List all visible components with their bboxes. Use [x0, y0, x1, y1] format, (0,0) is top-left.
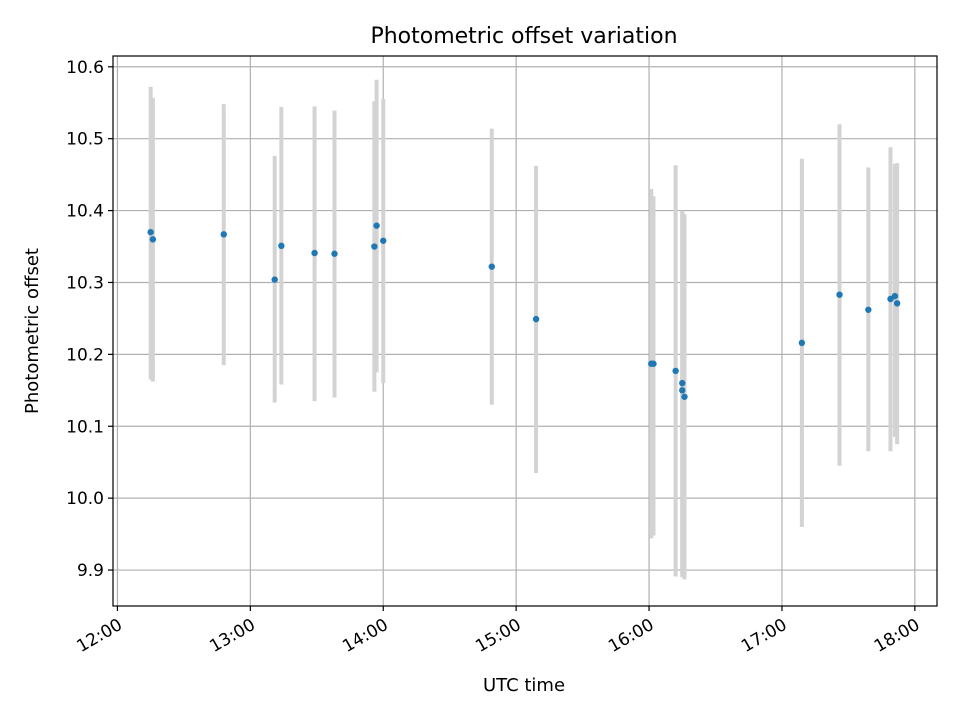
data-point	[147, 228, 154, 236]
data-point	[836, 291, 843, 298]
data-point	[271, 276, 278, 283]
x-axis-label: UTC time	[483, 675, 565, 696]
y-tick-label: 10.0	[66, 489, 104, 509]
data-point	[488, 263, 495, 270]
data-point	[278, 242, 285, 250]
y-axis-ticks: 9.9 10.0 10.1 10.2 10.3 10.4 10.5 10.6	[66, 58, 113, 581]
data-point	[371, 243, 378, 250]
data-point	[220, 231, 227, 238]
plot-frame	[112, 55, 938, 607]
y-tick-label: 10.5	[66, 130, 104, 150]
point-layer	[147, 222, 901, 400]
data-point	[681, 393, 688, 400]
data-point	[865, 306, 872, 313]
data-point	[672, 367, 679, 375]
data-point	[311, 249, 318, 257]
y-tick-label: 10.3	[66, 273, 104, 293]
grid-layer	[113, 56, 937, 606]
y-tick-label: 9.9	[77, 561, 104, 581]
y-axis-label: Photometric offset	[22, 248, 43, 414]
data-point	[532, 315, 540, 323]
data-point	[650, 360, 657, 367]
data-point	[891, 292, 899, 300]
y-tick-label: 10.4	[66, 202, 104, 222]
data-point	[380, 237, 387, 244]
data-point	[679, 387, 686, 394]
y-tick-label: 10.6	[66, 58, 104, 78]
data-point	[893, 300, 901, 307]
data-point	[373, 222, 380, 229]
data-point	[679, 379, 686, 387]
chart-title: Photometric offset variation	[370, 24, 677, 49]
data-point	[798, 339, 806, 347]
y-tick-label: 10.2	[66, 345, 104, 365]
y-tick-label: 10.1	[66, 417, 104, 437]
data-point	[149, 236, 157, 243]
data-point	[331, 250, 338, 257]
